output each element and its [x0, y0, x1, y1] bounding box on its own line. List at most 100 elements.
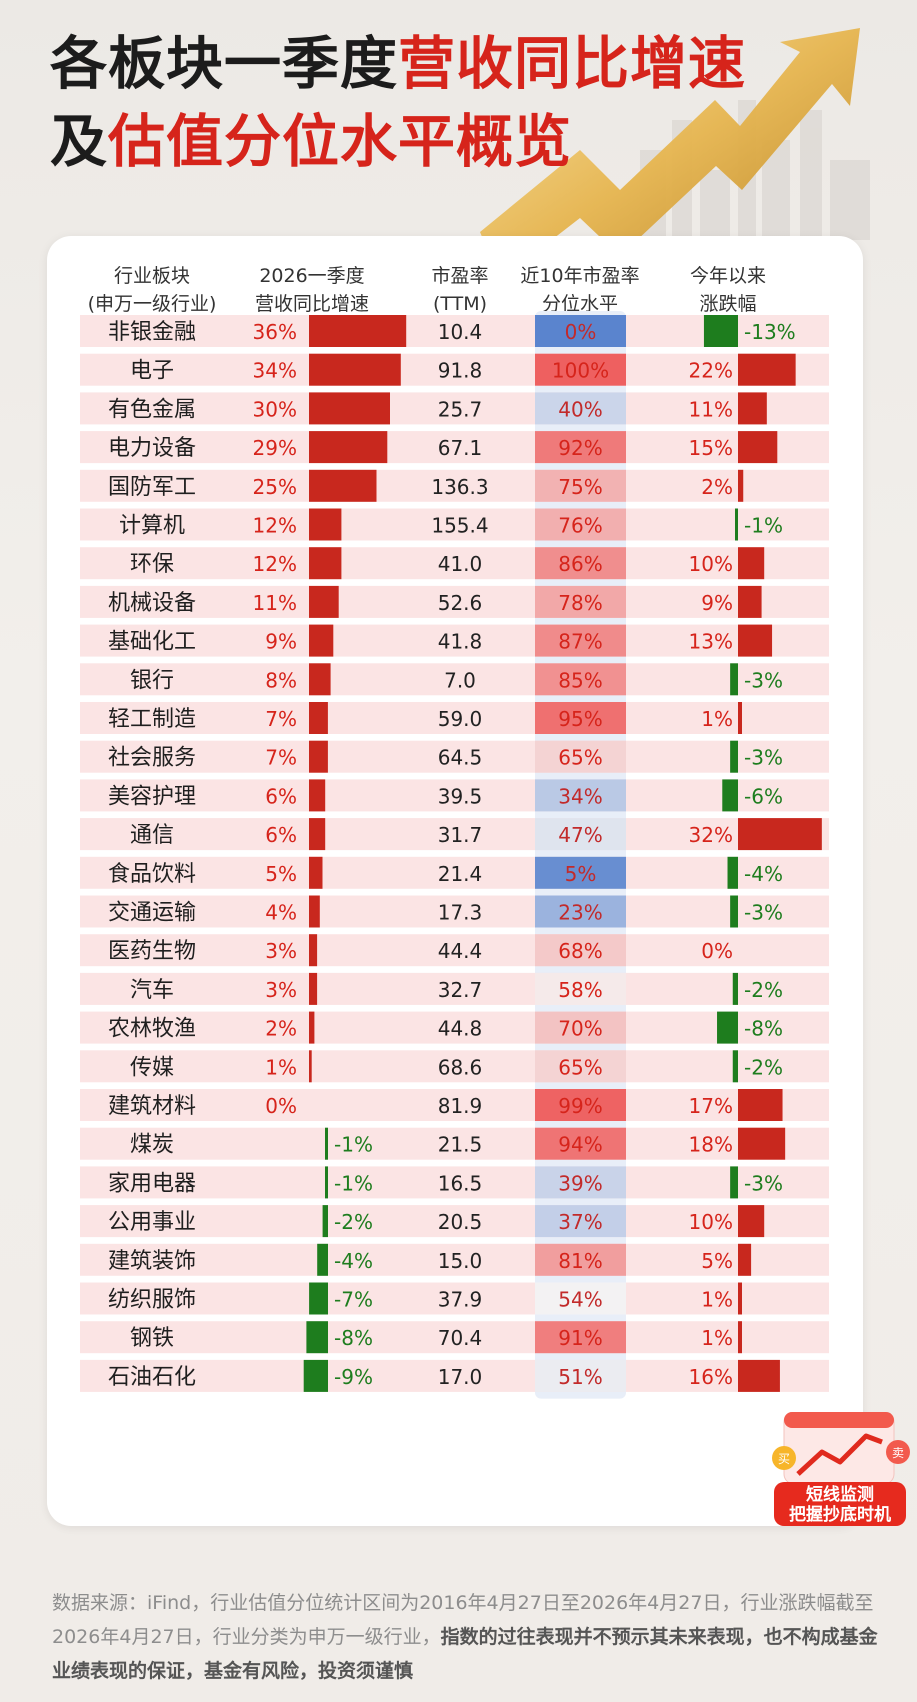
growth-label: -9% — [334, 1365, 373, 1389]
percentile-value: 86% — [558, 552, 602, 576]
growth-bar — [309, 547, 342, 580]
ytd-label: -1% — [744, 514, 783, 538]
column-header: 分位水平 — [542, 293, 618, 315]
industry-label: 公用事业 — [108, 1210, 196, 1235]
pe-value: 68.6 — [438, 1055, 483, 1079]
pe-value: 37.9 — [438, 1288, 483, 1312]
industry-label: 有色金属 — [108, 397, 196, 422]
percentile-value: 95% — [558, 707, 602, 731]
ytd-bar — [738, 392, 767, 425]
percentile-cell — [535, 1127, 626, 1160]
pe-value: 52.6 — [438, 591, 483, 615]
growth-label: -4% — [334, 1249, 373, 1273]
ytd-bar — [738, 1089, 783, 1121]
pe-value: 15.0 — [438, 1249, 483, 1273]
ytd-bar — [738, 469, 744, 502]
percentile-column-bg — [535, 311, 626, 1399]
sell-label: 卖 — [892, 1446, 904, 1460]
column-header: (TTM) — [433, 293, 487, 315]
growth-bar — [309, 702, 328, 734]
table-row-bg — [80, 547, 829, 580]
footnote-source: 数据来源：iFind，行业估值分位统计区间为2016年4月27日至2026年4月… — [52, 1592, 874, 1648]
ytd-label: -6% — [744, 784, 783, 808]
industry-label: 纺织服饰 — [108, 1288, 196, 1313]
growth-label: 5% — [265, 862, 297, 886]
ytd-label: 22% — [689, 359, 733, 383]
pe-value: 16.5 — [438, 1171, 483, 1195]
percentile-value: 85% — [558, 668, 602, 692]
growth-bar — [309, 469, 377, 502]
industry-label: 通信 — [130, 823, 174, 848]
percentile-cell — [535, 508, 626, 541]
ytd-label: 1% — [701, 707, 733, 731]
industry-label: 银行 — [130, 668, 174, 693]
rising-arrow-icon — [480, 28, 870, 280]
table-row-bg — [80, 1321, 829, 1354]
percentile-cell — [535, 1050, 626, 1083]
promo-button[interactable]: 短线监测 把握抄底时机 — [774, 1482, 906, 1526]
percentile-cell — [535, 353, 626, 386]
ytd-label: 1% — [701, 1288, 733, 1312]
column-header: 营收同比增速 — [255, 293, 369, 315]
column-header: 今年以来 — [690, 265, 766, 287]
ytd-label: 1% — [701, 1326, 733, 1350]
growth-bar — [309, 353, 401, 386]
percentile-cell — [535, 315, 626, 347]
industry-label: 建筑装饰 — [108, 1249, 196, 1274]
industry-label: 汽车 — [130, 978, 174, 1003]
ytd-bar — [738, 431, 778, 464]
pe-value: 21.4 — [438, 862, 483, 886]
percentile-cell — [535, 663, 626, 696]
growth-bar — [325, 1127, 328, 1160]
pe-value: 136.3 — [431, 475, 488, 499]
growth-label: -8% — [334, 1326, 373, 1350]
growth-label: 30% — [253, 397, 297, 421]
industry-label: 轻工制造 — [108, 707, 196, 732]
growth-label: 12% — [253, 552, 297, 576]
ytd-bar — [730, 740, 738, 773]
table-row-bg — [80, 895, 829, 928]
table-row-bg — [80, 353, 829, 386]
pe-value: 7.0 — [444, 668, 476, 692]
percentile-cell — [535, 1282, 626, 1315]
growth-bar — [309, 508, 342, 541]
pe-value: 20.5 — [438, 1210, 483, 1234]
percentile-cell — [535, 1359, 626, 1392]
percentile-value: 75% — [558, 475, 602, 499]
percentile-cell — [535, 624, 626, 657]
ytd-bar — [738, 1243, 752, 1276]
growth-label: 4% — [265, 901, 297, 925]
ytd-label: -3% — [744, 668, 783, 692]
ytd-bar — [738, 818, 822, 851]
growth-label: 7% — [265, 707, 297, 731]
pe-value: 17.0 — [438, 1365, 483, 1389]
industry-label: 非银金融 — [108, 320, 196, 345]
industry-label: 食品饮料 — [108, 862, 196, 887]
industry-label: 交通运输 — [108, 901, 196, 926]
percentile-value: 94% — [558, 1133, 602, 1157]
industry-label: 医药生物 — [108, 939, 196, 964]
percentile-cell — [535, 934, 626, 967]
industry-label: 传媒 — [130, 1055, 174, 1080]
growth-bar — [309, 663, 331, 696]
ytd-label: 16% — [689, 1365, 733, 1389]
ytd-bar — [717, 1011, 738, 1044]
percentile-cell — [535, 392, 626, 425]
growth-label: -1% — [334, 1133, 373, 1157]
table-row-bg — [80, 856, 829, 889]
ytd-label: 2% — [701, 475, 733, 499]
ytd-label: -8% — [744, 1017, 783, 1041]
ytd-label: 17% — [689, 1094, 733, 1118]
industry-label: 美容护理 — [108, 784, 196, 809]
footnote-disclaimer: 指数的过往表现并不预示其未来表现，也不构成基金业绩表现的保证，基金有风险，投资须… — [52, 1626, 878, 1682]
growth-label: 6% — [265, 784, 297, 808]
growth-bar — [306, 1321, 328, 1354]
table-row-bg — [80, 431, 829, 464]
growth-bar — [309, 624, 334, 657]
growth-bar — [303, 1359, 328, 1392]
percentile-value: 5% — [565, 862, 597, 886]
ytd-label: -4% — [744, 862, 783, 886]
growth-bar — [309, 972, 318, 1005]
promo-badge[interactable]: 买 卖 短线监测 把握抄底时机 — [770, 1411, 912, 1526]
ytd-label: 15% — [689, 436, 733, 460]
